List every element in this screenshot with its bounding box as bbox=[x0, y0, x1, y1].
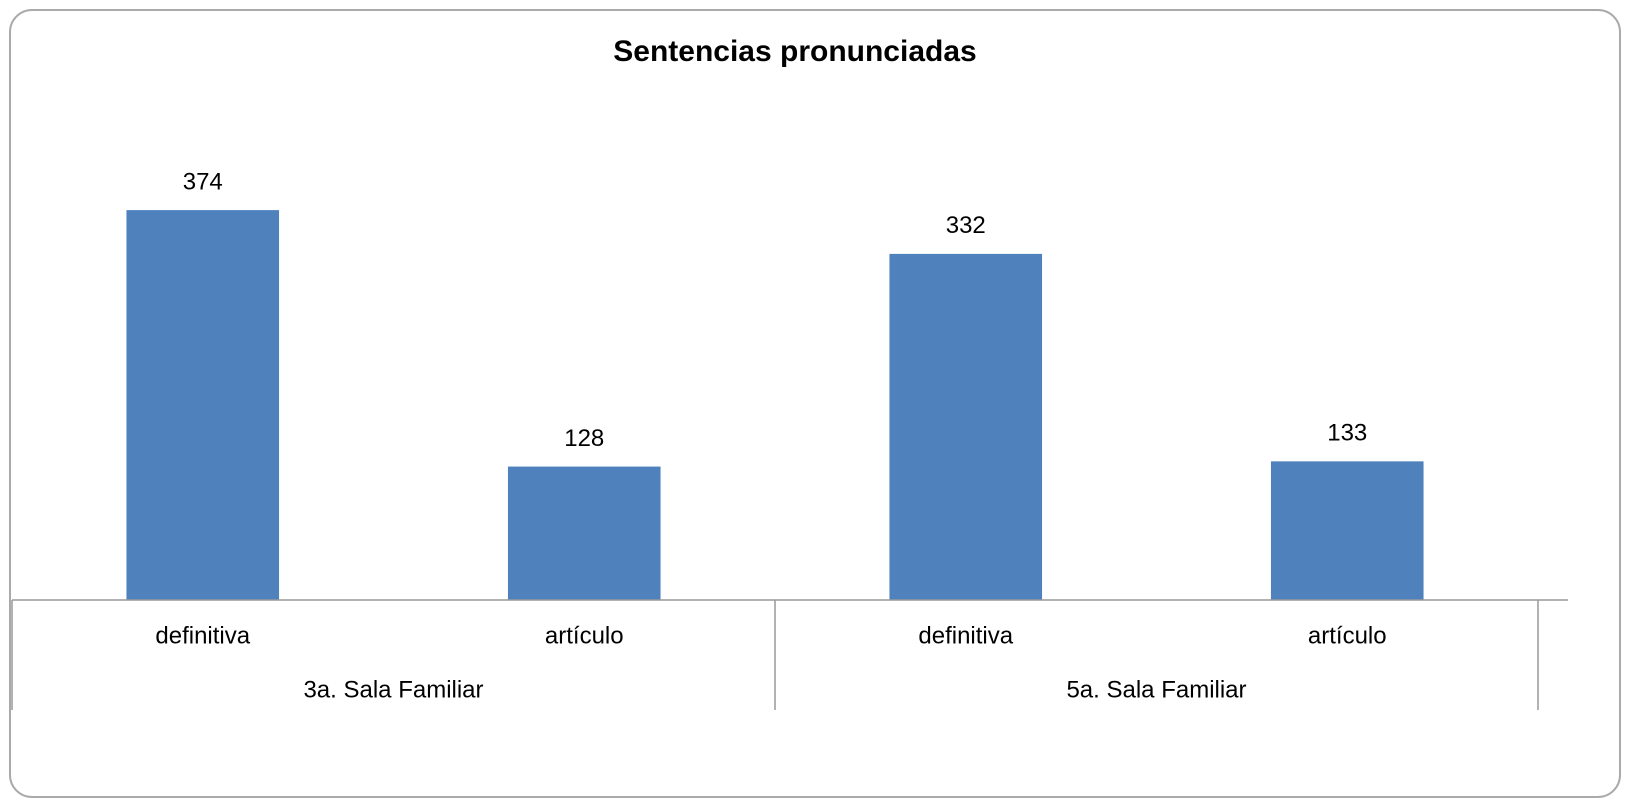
bar bbox=[1270, 461, 1424, 600]
bar bbox=[507, 466, 661, 600]
data-label: 374 bbox=[183, 168, 223, 195]
chart-title: Sentencias pronunciadas bbox=[613, 35, 976, 68]
x-tick-label: definitiva bbox=[155, 622, 250, 649]
x-tick-label: definitiva bbox=[918, 622, 1013, 649]
data-label: 128 bbox=[564, 425, 604, 452]
group-label: 3a. Sala Familiar bbox=[303, 676, 483, 703]
data-label: 133 bbox=[1327, 420, 1367, 447]
group-label: 5a. Sala Familiar bbox=[1066, 676, 1246, 703]
x-tick-label: artículo bbox=[545, 622, 624, 649]
data-label: 332 bbox=[946, 212, 986, 239]
bar bbox=[889, 253, 1043, 600]
bar bbox=[126, 210, 280, 601]
x-tick-label: artículo bbox=[1308, 622, 1387, 649]
